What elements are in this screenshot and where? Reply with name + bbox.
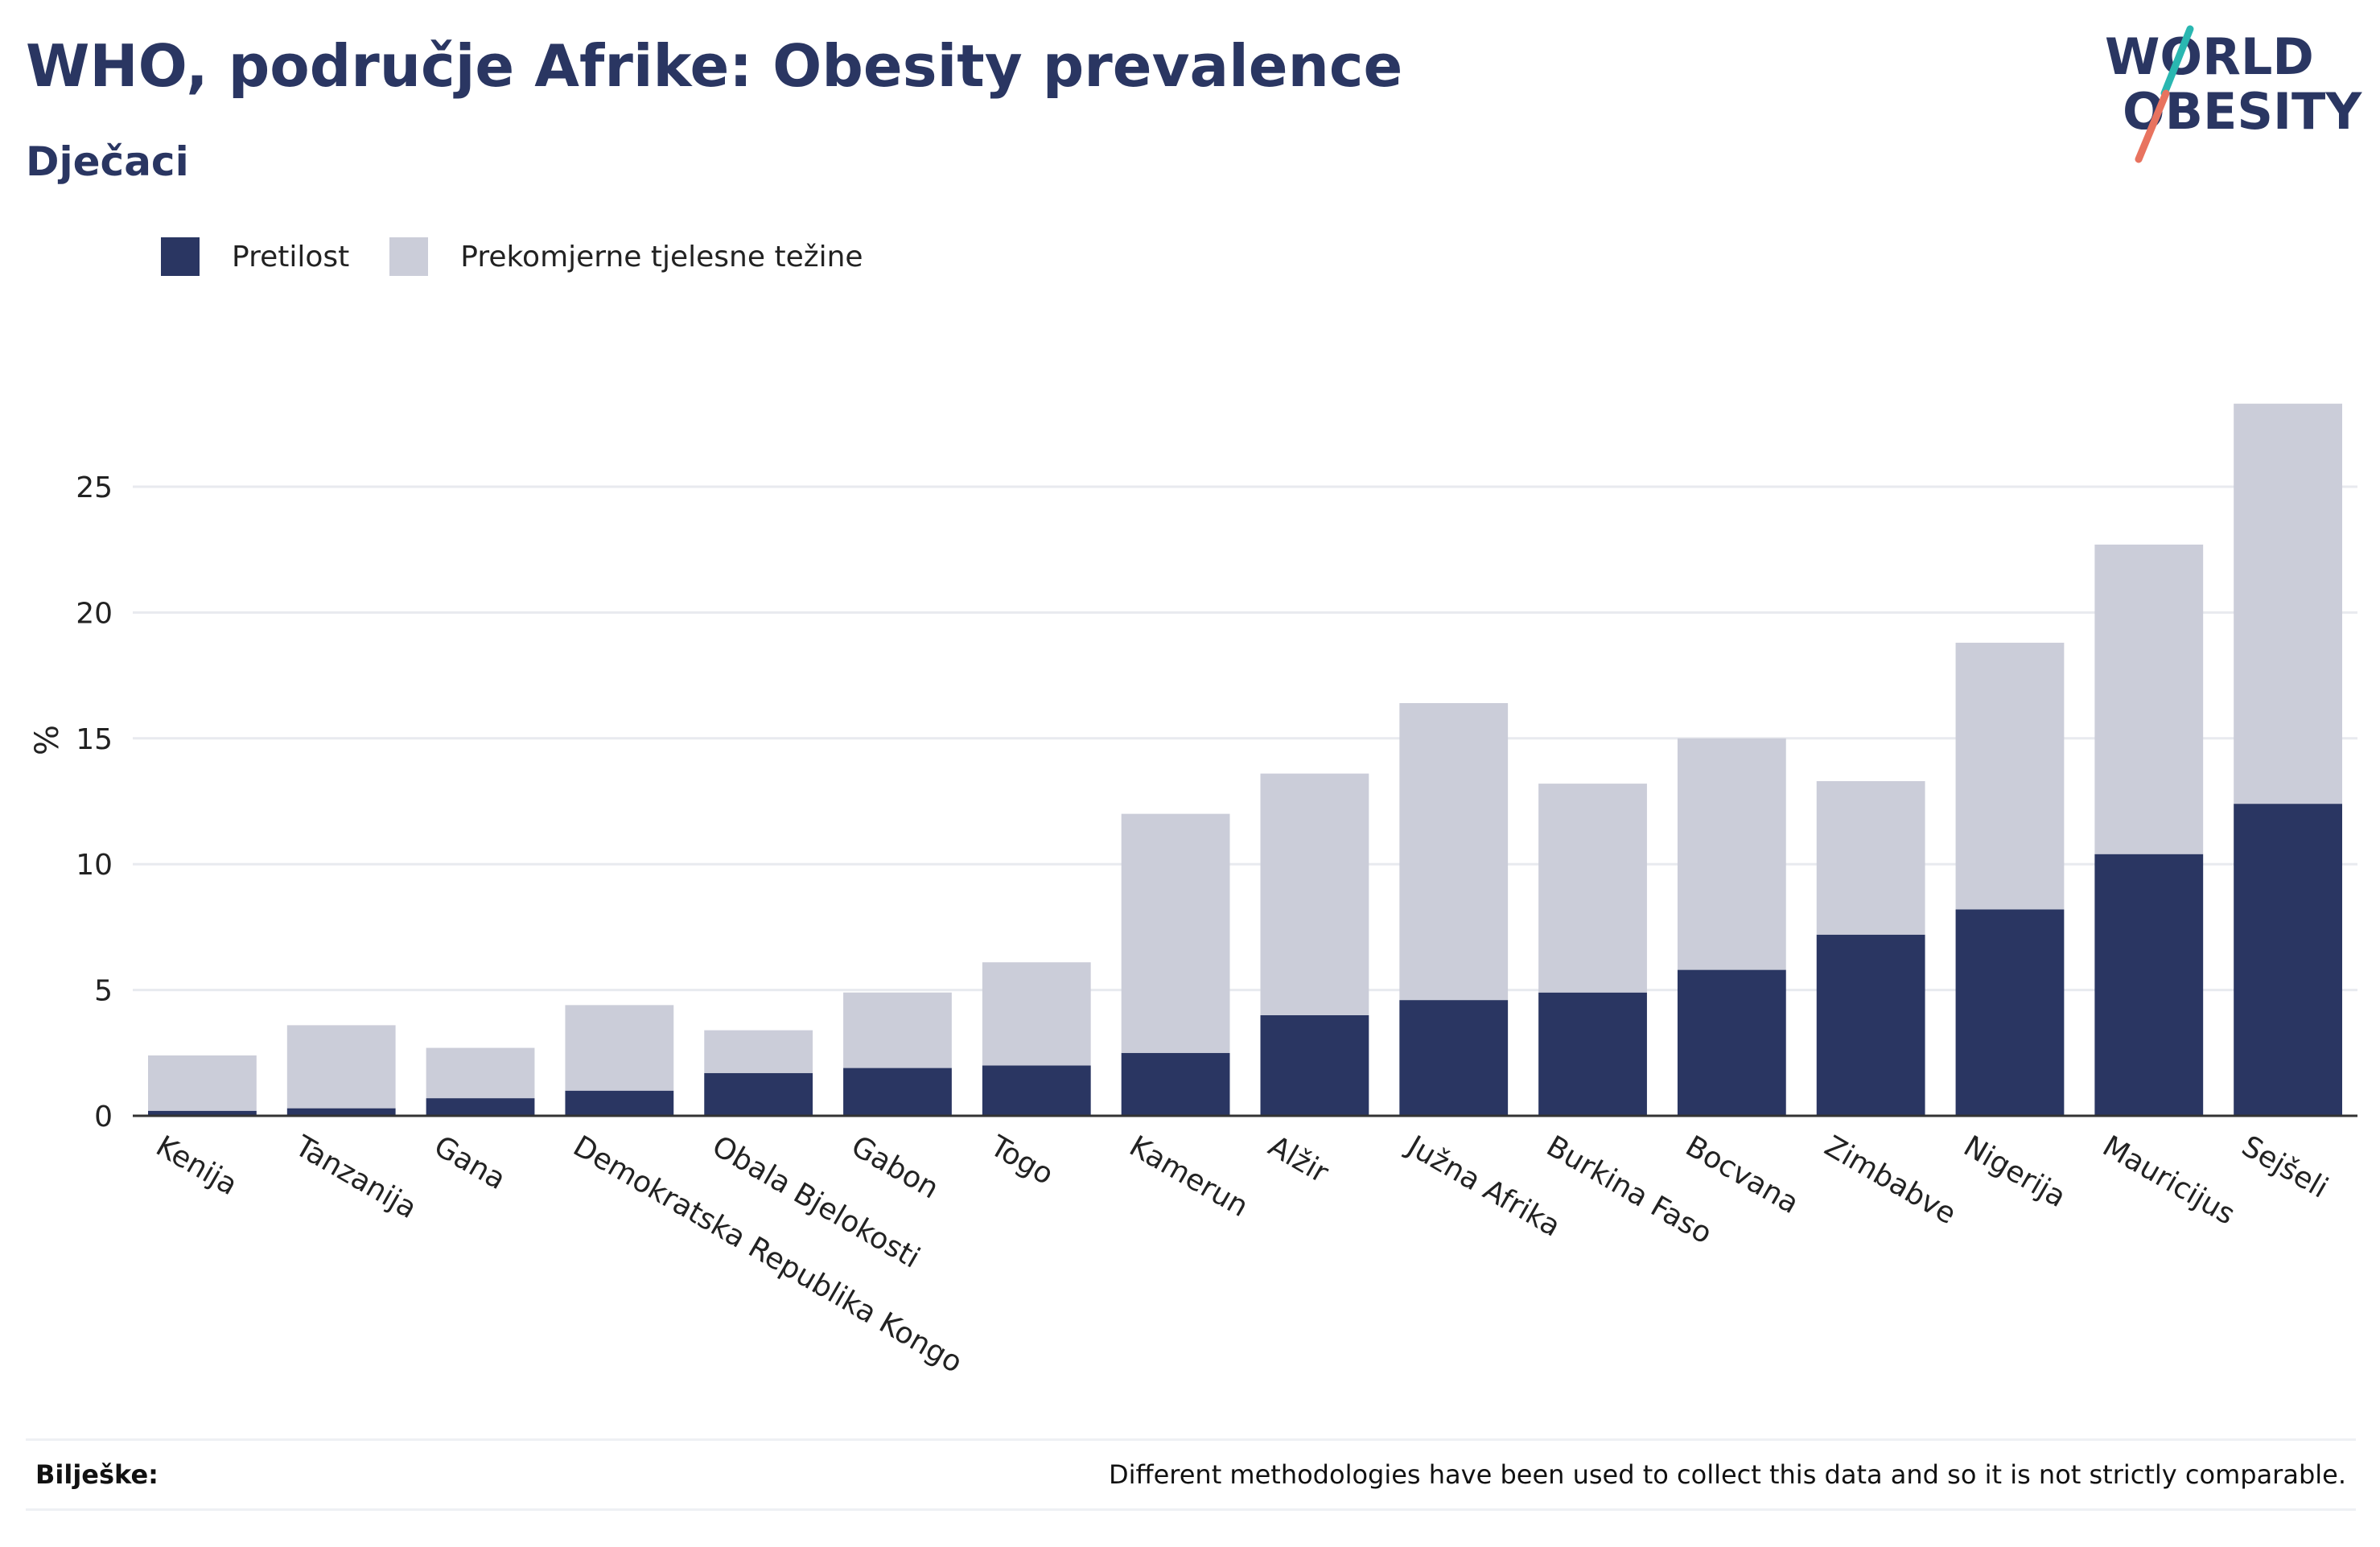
bar-overweight[interactable]: [1955, 642, 2065, 910]
world-obesity-logo: WORLD OBESITY: [2105, 25, 2362, 163]
bar-overweight[interactable]: [2234, 403, 2342, 804]
notes-label: Bilješke:: [35, 1459, 159, 1490]
x-tick-label: Južna Afrika: [1400, 1129, 1566, 1243]
bar-obesity[interactable]: [982, 1065, 1091, 1116]
notes-bar: Bilješke: Different methodologies have b…: [26, 1438, 2356, 1511]
legend-item-overweight[interactable]: Prekomjerne tjelesne težine: [389, 237, 863, 276]
legend-swatch-obesity: [161, 237, 200, 276]
logo-line1: WORLD: [2105, 27, 2314, 86]
x-tick-label: Zimbabve: [1819, 1129, 1962, 1231]
bar-obesity[interactable]: [1677, 969, 1786, 1116]
bar-obesity[interactable]: [2094, 854, 2204, 1116]
bar-overweight[interactable]: [982, 962, 1091, 1066]
bar-obesity[interactable]: [1816, 934, 1925, 1116]
bar-overweight[interactable]: [843, 992, 952, 1068]
legend-label-obesity: Pretilost: [232, 240, 350, 274]
bar-obesity[interactable]: [286, 1108, 396, 1116]
bar-obesity[interactable]: [1955, 909, 2065, 1116]
legend-item-obesity[interactable]: Pretilost: [161, 237, 349, 276]
bar-overweight[interactable]: [1399, 703, 1509, 1001]
bar-overweight[interactable]: [286, 1025, 396, 1109]
y-tick-label: 0: [94, 1101, 113, 1134]
bar-overweight[interactable]: [2094, 544, 2204, 854]
bar-overweight[interactable]: [148, 1055, 257, 1111]
legend-label-overweight: Prekomjerne tjelesne težine: [460, 240, 863, 274]
x-tick-label: Kenija: [150, 1129, 243, 1202]
bar-obesity[interactable]: [704, 1072, 813, 1116]
x-tick-label: Bocvana: [1680, 1129, 1805, 1220]
chart-legend: Pretilost Prekomjerne tjelesne težine: [161, 237, 904, 276]
bar-overweight[interactable]: [1121, 813, 1230, 1053]
bar-overweight[interactable]: [1260, 773, 1369, 1015]
bar-overweight[interactable]: [1538, 784, 1647, 993]
y-tick-label: 20: [76, 597, 113, 630]
x-tick-label: Tanzanija: [289, 1129, 422, 1225]
y-tick-label: 5: [94, 975, 113, 1008]
bar-obesity[interactable]: [843, 1068, 952, 1116]
logo-slash-coral: [2135, 89, 2170, 163]
y-tick-label: 15: [76, 723, 113, 756]
chart-title: WHO, područje Afrike: Obesity prevalence: [26, 32, 1403, 100]
bar-overweight[interactable]: [565, 1005, 674, 1091]
y-tick-label: 25: [76, 471, 113, 504]
x-tick-label: Nigerija: [1958, 1129, 2071, 1214]
y-axis-label: %: [29, 725, 66, 755]
notes-text: Different methodologies have been used t…: [1109, 1459, 2346, 1490]
chart-subtitle: Dječaci: [26, 138, 189, 185]
bar-obesity[interactable]: [1121, 1052, 1230, 1116]
bar-obesity[interactable]: [426, 1098, 535, 1116]
bar-obesity[interactable]: [1399, 1000, 1509, 1116]
bar-overweight[interactable]: [1816, 780, 1925, 935]
x-tick-label: Sejšeli: [2236, 1129, 2333, 1204]
y-tick-label: 10: [76, 849, 113, 882]
logo-slash-teal: [2160, 25, 2194, 97]
x-tick-label: Kamerun: [1124, 1129, 1254, 1224]
bar-obesity[interactable]: [2234, 804, 2342, 1116]
x-tick-label: Togo: [984, 1129, 1059, 1191]
x-tick-label: Gabon: [846, 1129, 944, 1205]
bar-overweight[interactable]: [1677, 738, 1786, 970]
x-tick-label: Alžir: [1262, 1129, 1334, 1190]
bar-obesity[interactable]: [1538, 992, 1647, 1116]
x-tick-label: Gana: [429, 1129, 512, 1196]
legend-swatch-overweight: [389, 237, 429, 276]
bar-obesity[interactable]: [148, 1110, 257, 1116]
x-tick-label: Mauricijus: [2097, 1129, 2240, 1232]
bar-overweight[interactable]: [426, 1047, 535, 1099]
bar-overweight[interactable]: [704, 1030, 813, 1073]
bar-obesity[interactable]: [1260, 1014, 1369, 1116]
bar-obesity[interactable]: [565, 1090, 674, 1116]
